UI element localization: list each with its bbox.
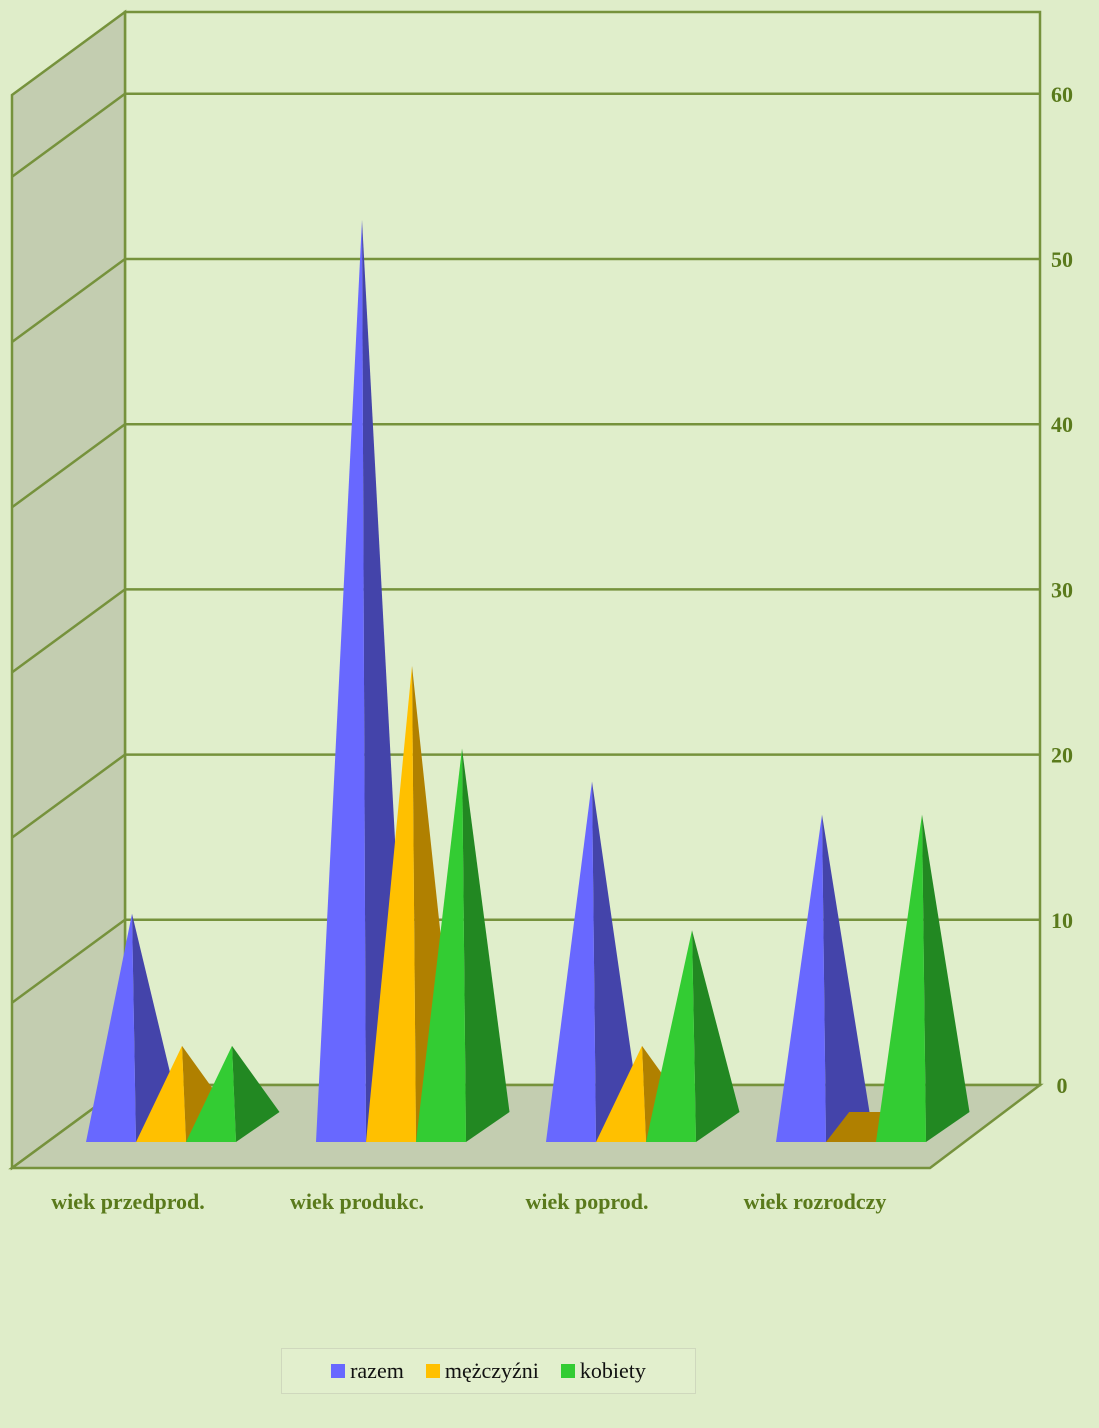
pyramid-razem-3 [776, 814, 870, 1142]
legend: razem mężczyźni kobiety [281, 1348, 696, 1394]
pyramid-kobiety-0 [186, 1045, 280, 1142]
y-tick-label: 40 [1051, 412, 1073, 437]
pyramid-side-face [462, 748, 510, 1142]
side-gridline [11, 753, 126, 839]
pyramid-side-face [822, 814, 870, 1142]
legend-label: mężczyźni [444, 1358, 539, 1383]
pyramid-kobiety-1 [416, 748, 510, 1142]
pyramid-front-face [546, 781, 596, 1142]
y-tick-label: 0 [1057, 1073, 1068, 1098]
pyramid-side-face [922, 814, 970, 1142]
legend-swatch [425, 1364, 440, 1378]
y-tick-label: 30 [1051, 577, 1073, 602]
legend-item: mężczyźni [425, 1358, 539, 1384]
pyramid-front-face [416, 748, 466, 1142]
pyramid-front-face [186, 1045, 236, 1142]
pyramid-razem-2 [546, 781, 640, 1142]
pyramid-kobiety-3 [876, 814, 970, 1142]
pyramid-front-face [136, 1045, 186, 1142]
legend-label: kobiety [579, 1358, 646, 1383]
side-gridline [11, 918, 126, 1004]
x-axis-ticks: wiek przedprod. wiek produkc. wiek poprod.… [51, 1189, 886, 1214]
side-gridline [11, 423, 126, 509]
y-tick-label: 60 [1051, 82, 1073, 107]
pyramid-side-face [692, 930, 740, 1142]
legend-swatch [560, 1364, 575, 1378]
x-tick-label: wiek poprod. [525, 1189, 648, 1214]
legend-item: razem [331, 1358, 404, 1384]
pyramid-front-face [876, 814, 926, 1142]
pyramid-front-face [646, 930, 696, 1142]
pyramid-front-face [776, 814, 826, 1142]
pyramid-marks [86, 219, 970, 1142]
y-tick-label: 50 [1051, 247, 1073, 272]
pyramid-front-face [86, 913, 136, 1142]
side-gridline [11, 257, 126, 344]
x-tick-label: wiek przedprod. [51, 1189, 205, 1214]
y-tick-label: 10 [1051, 908, 1073, 933]
pyramid-side-face [232, 1045, 280, 1142]
pyramid-front-face [596, 1045, 646, 1142]
legend-label: razem [350, 1358, 404, 1383]
x-tick-label: wiek rozrodczy [744, 1189, 887, 1214]
pyramid-front-face [366, 665, 416, 1142]
pyramid-side-face [592, 781, 640, 1142]
y-axis-ticks: 0 10 20 30 40 50 60 [1051, 82, 1073, 1098]
x-tick-label: wiek produkc. [290, 1189, 424, 1214]
legend-swatch [331, 1364, 346, 1378]
side-gridline [11, 92, 126, 178]
y-tick-label: 20 [1051, 743, 1073, 768]
legend-item: kobiety [560, 1358, 646, 1384]
side-wall [10, 9, 127, 1171]
pyramid-kobiety-2 [646, 930, 740, 1142]
pyramid-front-face [316, 219, 366, 1142]
side-gridline [11, 588, 126, 674]
